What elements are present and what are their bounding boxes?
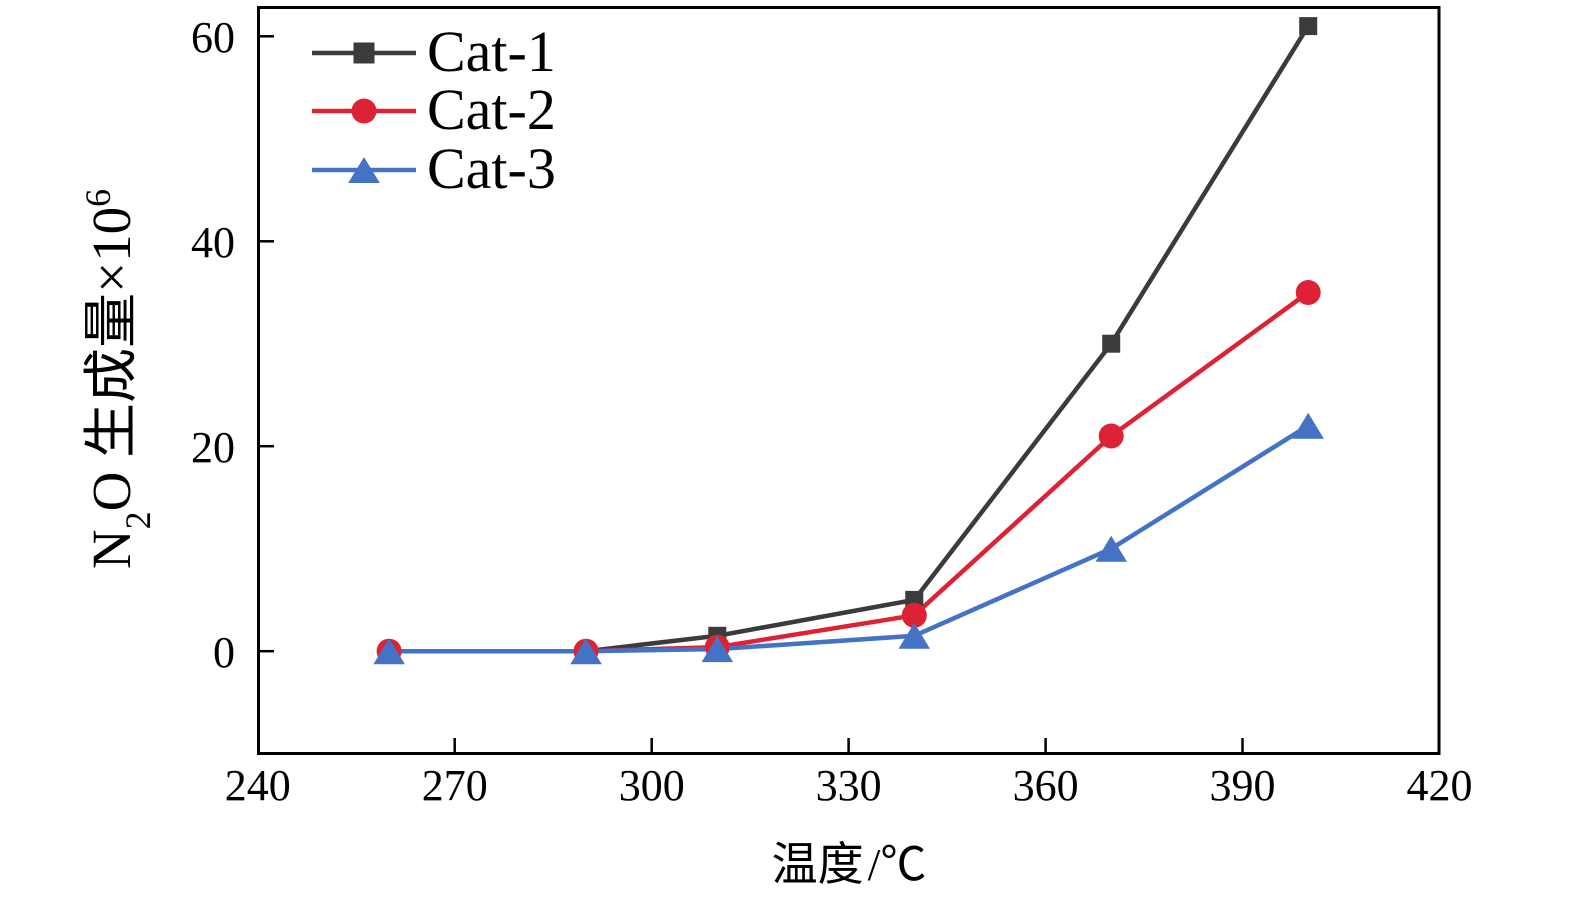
svg-text:40: 40 (191, 218, 235, 267)
svg-text:300: 300 (619, 761, 685, 810)
svg-text:270: 270 (422, 761, 488, 810)
svg-text:60: 60 (191, 13, 235, 62)
svg-text:Cat-2: Cat-2 (427, 77, 556, 142)
svg-text:360: 360 (1013, 761, 1079, 810)
svg-text:420: 420 (1407, 761, 1473, 810)
svg-text:Cat-1: Cat-1 (427, 19, 556, 84)
svg-text:温度/℃: 温度/℃ (772, 839, 927, 890)
svg-text:240: 240 (225, 761, 291, 810)
svg-text:0: 0 (213, 628, 235, 677)
svg-text:330: 330 (816, 761, 882, 810)
svg-text:390: 390 (1210, 761, 1276, 810)
svg-text:Cat-3: Cat-3 (427, 136, 556, 201)
svg-text:N2O 生成量×106: N2O 生成量×106 (78, 189, 158, 569)
svg-text:20: 20 (191, 423, 235, 472)
